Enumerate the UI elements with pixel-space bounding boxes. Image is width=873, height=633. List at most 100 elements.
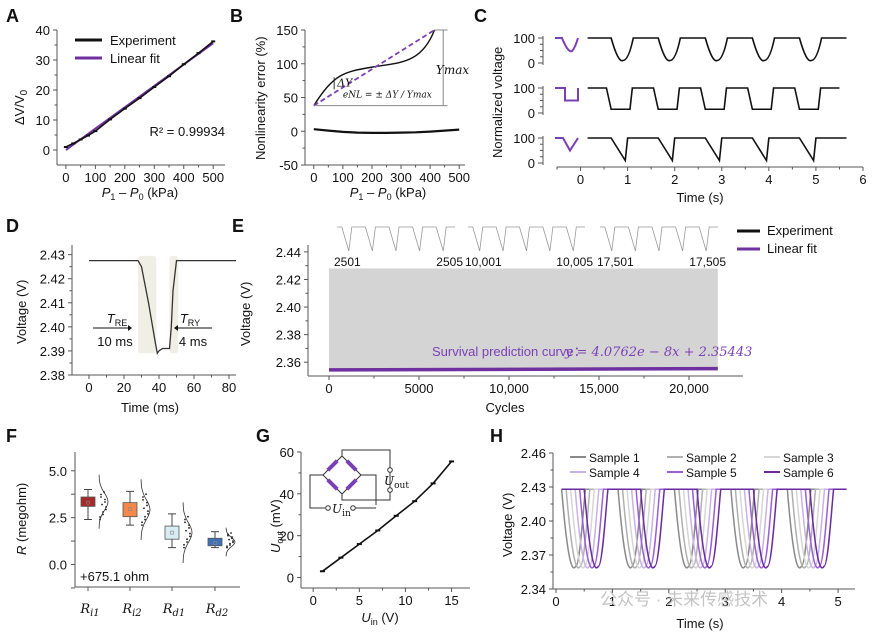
panel-d-voltage-line xyxy=(89,259,236,355)
panel-f-mean-marker xyxy=(86,500,90,505)
panel-e-inset-waveform xyxy=(468,226,585,252)
panel-g-terminal xyxy=(387,467,393,473)
panel-label-c: C xyxy=(474,6,487,26)
panel-d-response-label: TRE xyxy=(107,311,127,328)
panel-c-x-tick-label: 6 xyxy=(859,172,866,187)
panel-h-x-label: Time (s) xyxy=(676,616,723,631)
panel-b-y-tick-label: 0 xyxy=(291,124,298,139)
panel-h-y-label: Voltage (V) xyxy=(500,493,515,557)
panel-h-legend-label: Sample 5 xyxy=(686,466,737,480)
panel-e-inset-label-end: 17,505 xyxy=(689,255,726,269)
watermark: 公众号 · 未来传感技术 xyxy=(600,590,768,609)
panel-c-x-tick-label: 5 xyxy=(812,172,819,187)
panel-e-equation: y = 4.0762e − 8x + 2.35443 xyxy=(564,345,752,360)
panel-c-stimulus-icon xyxy=(555,137,579,153)
panel-f-data-point xyxy=(229,542,231,545)
panel-d-response-value: 10 ms xyxy=(97,334,133,349)
panel-f-y-tick-label: 0.0 xyxy=(49,558,67,573)
panel-g-bridge-resistor xyxy=(326,478,339,491)
panel-g-point xyxy=(412,500,418,503)
panel-f-data-point xyxy=(187,515,189,518)
panel-f-data-point xyxy=(145,493,147,496)
panel-g-point xyxy=(430,482,436,485)
panel-b-x-label: P1 – P0 (kPa) xyxy=(350,185,427,202)
panel-a-y-tick-label: 20 xyxy=(36,83,50,98)
panel-h-x-tick-label: 1 xyxy=(609,594,616,609)
panel-e-fit-line xyxy=(328,366,718,372)
panel-g-bridge-wire xyxy=(341,449,391,488)
panel-f-data-point xyxy=(100,496,102,498)
panel-e-x-tick-label: 20,000 xyxy=(669,381,709,396)
panel-e: 0 5000 10,000 15,000 20,000 2.36 2.38 2.40 2.42 2… xyxy=(238,223,833,415)
panel-b-y-tick-label: 150 xyxy=(276,23,298,38)
panel-c-y-tick-label: 0 xyxy=(528,56,535,71)
panel-h-legend-label: Sample 6 xyxy=(783,466,834,480)
panel-c-y-tick-label: 0 xyxy=(528,106,535,121)
panel-g-x-tick-label: 10 xyxy=(398,593,412,608)
panel-h-legend-label: Sample 4 xyxy=(589,466,640,480)
panel-d-y-tick-label: 2.38 xyxy=(40,368,65,383)
panel-d-recovery-arrowhead xyxy=(174,325,178,331)
panel-a-experiment-point xyxy=(78,138,83,141)
panel-e-x-tick-label: 0 xyxy=(325,381,332,396)
panel-a-experiment-point xyxy=(152,86,157,88)
panel-g-line xyxy=(321,460,453,572)
panel-g-point xyxy=(375,529,381,532)
panel-c: 0 1 2 3 4 5 6 Time (s) Normalized voltage 100 0 100… xyxy=(490,31,867,205)
panel-f-data-point xyxy=(232,540,234,542)
panel-h-legend-label: Sample 1 xyxy=(589,451,640,465)
panel-a-x-tick-label: 300 xyxy=(143,170,165,185)
panel-d-x-tick-label: 60 xyxy=(187,380,201,395)
panel-f-distribution-curve xyxy=(225,527,236,557)
panel-h-series-2 xyxy=(561,488,847,569)
panel-label-e: E xyxy=(232,216,244,236)
panel-d: 0 20 40 60 80 2.38 2.39 2.40 2.41 2.42 2.43 Voltage… xyxy=(14,245,236,415)
panel-f-data-point xyxy=(230,532,232,534)
panel-a-legend-fit: Linear fit xyxy=(110,51,160,66)
panel-f-data-point xyxy=(146,501,148,504)
panel-d-y-tick-label: 2.42 xyxy=(40,272,65,287)
panel-b-y-tick-label: 50 xyxy=(284,91,298,106)
panel-e-inset-label-start: 17,501 xyxy=(597,255,634,269)
panel-g-bridge-resistor xyxy=(326,459,339,472)
panel-d-y-tick-label: 2.41 xyxy=(40,296,65,311)
panel-d-x-tick-label: 80 xyxy=(222,380,236,395)
panel-a-y-label: ΔV/V0 xyxy=(12,89,30,125)
panel-f-data-point xyxy=(227,534,229,537)
panel-g-terminal xyxy=(350,505,356,511)
panel-f-data-point xyxy=(141,521,143,524)
panel-f-data-point xyxy=(231,536,233,538)
panel-g-bridge-diamond xyxy=(322,455,362,495)
panel-a-experiment-point xyxy=(71,142,76,145)
panel-c-y-tick-label: 100 xyxy=(513,81,535,96)
panel-f-x-tick-label: Ri1 xyxy=(79,602,99,619)
panel-f-data-point xyxy=(147,510,149,512)
panel-b-y-tick-label: 100 xyxy=(276,57,298,72)
panel-a-x-tick-label: 200 xyxy=(114,170,136,185)
panel-label-d: D xyxy=(6,216,19,236)
panel-d-x-tick-label: 20 xyxy=(117,380,131,395)
panel-f-data-point xyxy=(144,515,146,518)
panel-e-y-tick-label: 2.40 xyxy=(276,300,301,315)
panel-f-mean-marker xyxy=(128,507,132,511)
panel-f-data-point xyxy=(102,511,104,513)
panel-f-data-point xyxy=(226,545,228,548)
panel-f-data-point xyxy=(186,541,188,543)
panel-b-inset-formula: eNL = ± ΔY / Ymax xyxy=(343,91,432,101)
panel-f-data-point xyxy=(141,524,143,527)
panel-f-data-point xyxy=(103,491,105,493)
panel-e-y-tick-label: 2.38 xyxy=(276,328,301,343)
panel-a-y-tick-label: 40 xyxy=(36,23,50,38)
panel-e-x-label: Cycles xyxy=(485,400,525,415)
panel-d-y-tick-label: 2.39 xyxy=(40,344,65,359)
panel-g-y-tick-label: 60 xyxy=(280,445,294,460)
panel-f-mean-marker xyxy=(213,541,217,545)
panel-h-series-5 xyxy=(561,488,847,569)
panel-f-data-point xyxy=(104,498,106,501)
panel-c-signal-line xyxy=(587,137,847,163)
panel-g-point xyxy=(393,514,399,517)
panel-e-annotation: Survival prediction curve： xyxy=(432,344,587,359)
panel-f-data-point xyxy=(104,501,106,503)
panel-h-series-1 xyxy=(560,488,847,569)
